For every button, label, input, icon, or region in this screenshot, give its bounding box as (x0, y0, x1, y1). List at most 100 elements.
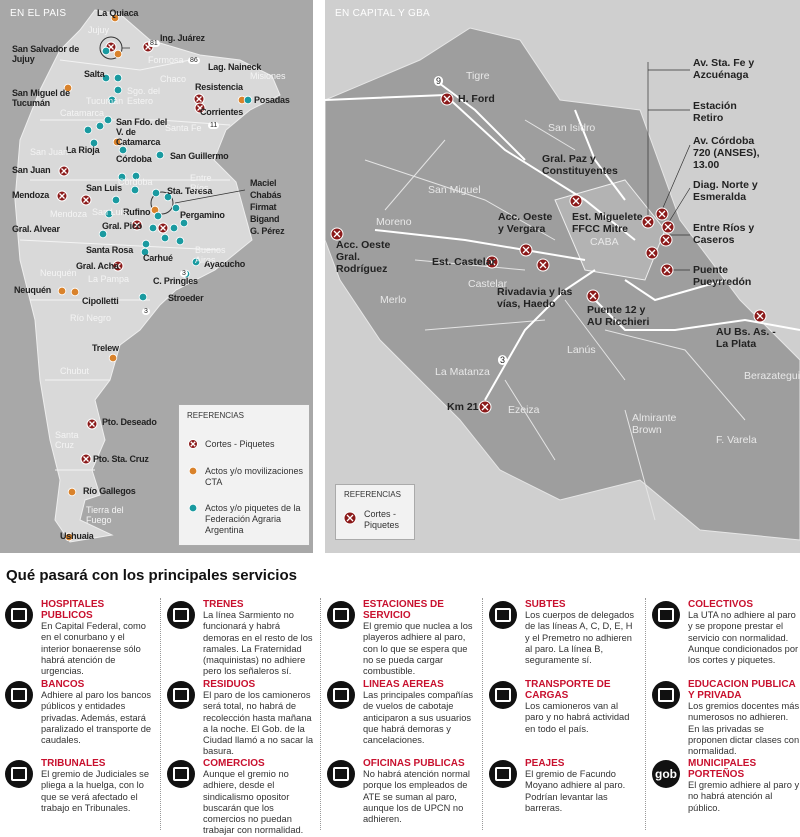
icon-glyph (333, 608, 349, 622)
service-item: TRENES La línea Sarmiento no funcionará y… (167, 599, 317, 678)
cortes-marker-x (539, 261, 547, 269)
cta-marker (57, 286, 67, 296)
fed-agraria-marker (155, 150, 165, 160)
region-label: Almirante Brown (632, 412, 677, 436)
place-label: Acc. Oeste Gral. Rodríguez (336, 239, 391, 275)
service-title: PEAJES (525, 758, 565, 769)
place-label: Maciel (250, 178, 277, 188)
road-number: 81 (148, 40, 160, 47)
map-title: EN EL PAIS (10, 8, 67, 19)
cta-marker (64, 532, 74, 542)
legend-title: REFERENCIAS (187, 411, 244, 420)
fed-agraria-marker (160, 233, 170, 243)
region-label: Catamarca (60, 108, 105, 118)
icon-glyph (11, 688, 27, 702)
service-icon (167, 681, 195, 709)
place-label: Trelew (92, 343, 119, 353)
fed-agraria-marker (131, 171, 141, 181)
region-label: San Miguel (428, 184, 481, 196)
place-label: Puente Pueyrredón (693, 264, 752, 288)
service-icon (5, 601, 33, 629)
region-label: La Matanza (435, 366, 490, 378)
place-label: Gral. Alvear (12, 224, 60, 234)
legend-label: Cortes - Piquetes (364, 509, 400, 530)
cta-marker (110, 13, 120, 23)
fed-agraria-marker (163, 192, 173, 202)
cortes-marker-x (662, 236, 670, 244)
region-label: Formosa (148, 55, 184, 65)
region-label: Jujuy (88, 25, 110, 35)
region-label: Chubut (60, 366, 90, 376)
road-number: 3 (498, 355, 508, 365)
place-label: Pto. Deseado (102, 417, 157, 427)
service-title: TRIBUNALES (41, 758, 106, 769)
service-text: No habrá atención normal porque los empl… (363, 769, 470, 825)
region-label: Ezeiza (508, 404, 540, 416)
cortes-marker-x (522, 246, 530, 254)
place-label: Acc. Oeste y Vergara (498, 211, 553, 235)
place-label: C. Pringles (153, 276, 198, 286)
region-label: Berazategui (744, 370, 800, 382)
fed-agraria-marker (151, 188, 161, 198)
cortes-marker-x (61, 168, 67, 174)
fed-agraria-marker (130, 185, 140, 195)
legend-label: Actos y/o movilizaciones CTA (205, 466, 304, 487)
cortes-marker-x (488, 258, 496, 266)
service-text: El paro de los camioneros será total, no… (203, 690, 314, 757)
place-label: San Salvador de Jujuy (12, 44, 80, 64)
service-text: Los cuerpos de delegados de las líneas A… (525, 610, 635, 666)
service-item: OFICINAS PUBLICAS No habrá atención norma… (327, 758, 477, 825)
place-label: Mendoza (12, 190, 50, 200)
cortes-marker-x (663, 266, 671, 274)
service-icon (652, 601, 680, 629)
region-label: Castelar (468, 278, 508, 290)
service-text: En Capital Federal, como en el conurbano… (41, 621, 146, 677)
service-text: El gremio de Facundo Moyano adhiere al p… (525, 769, 626, 813)
place-label: Bigand (250, 214, 280, 224)
service-title: EDUCACION PUBLICA Y PRIVADA (688, 679, 796, 701)
service-icon: gob (652, 760, 680, 788)
fed-agraria-marker (107, 95, 117, 105)
service-item: TRIBUNALES El gremio de Judiciales se pli… (5, 758, 155, 814)
place-label: Córdoba (116, 154, 152, 164)
cta-marker (113, 49, 123, 59)
fed-agraria-marker (111, 195, 121, 205)
place-label: Río Gallegos (83, 486, 136, 496)
icon-glyph (11, 767, 27, 781)
place-label: Carhué (143, 253, 173, 263)
service-icon (327, 601, 355, 629)
place-label: Est. Miguelete FFCC Mitre (572, 211, 643, 235)
cortes-marker-x (664, 223, 672, 231)
legend-label: Actos y/o piquetes de la Federación Agra… (205, 503, 301, 535)
place-label: Resistencia (195, 82, 243, 92)
cortes-marker-x (190, 441, 196, 447)
cortes-marker-x (197, 105, 203, 111)
cortes-marker-x (59, 193, 65, 199)
legend: REFERENCIAS Cortes - Piquetes Actos y/o mo… (178, 404, 310, 546)
fed-agraria-marker (153, 211, 163, 221)
legend-swatch (188, 466, 198, 476)
fed-agraria-marker (140, 247, 150, 257)
cortes-marker-x (648, 249, 656, 257)
place-label: La Rioja (66, 145, 100, 155)
place-label: AU Bs. As. - La Plata (716, 326, 776, 350)
service-title: COMERCIOS (203, 758, 265, 769)
region-label: Misiones (250, 71, 286, 81)
cortes-marker-x (658, 210, 666, 218)
service-item: ESTACIONES DE SERVICIO El gremio que nucl… (327, 599, 477, 677)
icon-glyph (333, 688, 349, 702)
place-label: Diag. Norte y Esmeralda (693, 179, 758, 203)
place-label: Lag. Naineck (208, 62, 262, 72)
fed-agraria-marker (243, 95, 253, 105)
service-title: HOSPITALES PUBLICOS (41, 599, 105, 621)
cta-marker (70, 287, 80, 297)
column-divider (645, 598, 646, 830)
service-item: COMERCIOS Aunque el gremio no adhiere, de… (167, 758, 317, 837)
cortes-marker-x (196, 96, 202, 102)
cortes-marker-x (756, 312, 764, 320)
place-label: Posadas (254, 95, 290, 105)
fed-agraria-marker (104, 209, 114, 219)
cta-marker (108, 353, 118, 363)
place-label: H. Ford (458, 93, 495, 105)
